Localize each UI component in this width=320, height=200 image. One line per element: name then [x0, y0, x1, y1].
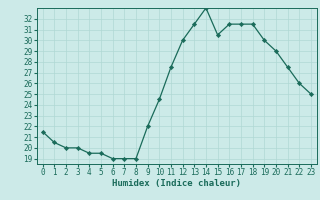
X-axis label: Humidex (Indice chaleur): Humidex (Indice chaleur): [112, 179, 241, 188]
